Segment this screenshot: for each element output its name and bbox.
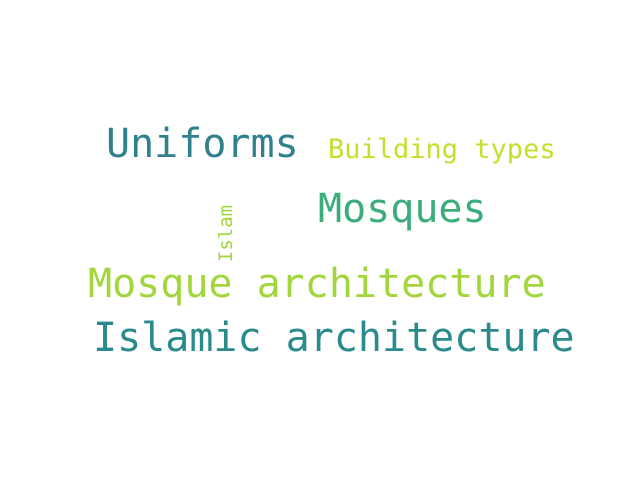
word-mosques: Mosques: [318, 186, 487, 232]
word-mosque-architecture: Mosque architecture: [88, 261, 546, 307]
word-building-types: Building types: [328, 134, 556, 165]
word-uniforms: Uniforms: [106, 121, 299, 167]
word-islam: Islam: [215, 204, 238, 263]
word-islamic-architecture: Islamic architecture: [93, 315, 575, 361]
